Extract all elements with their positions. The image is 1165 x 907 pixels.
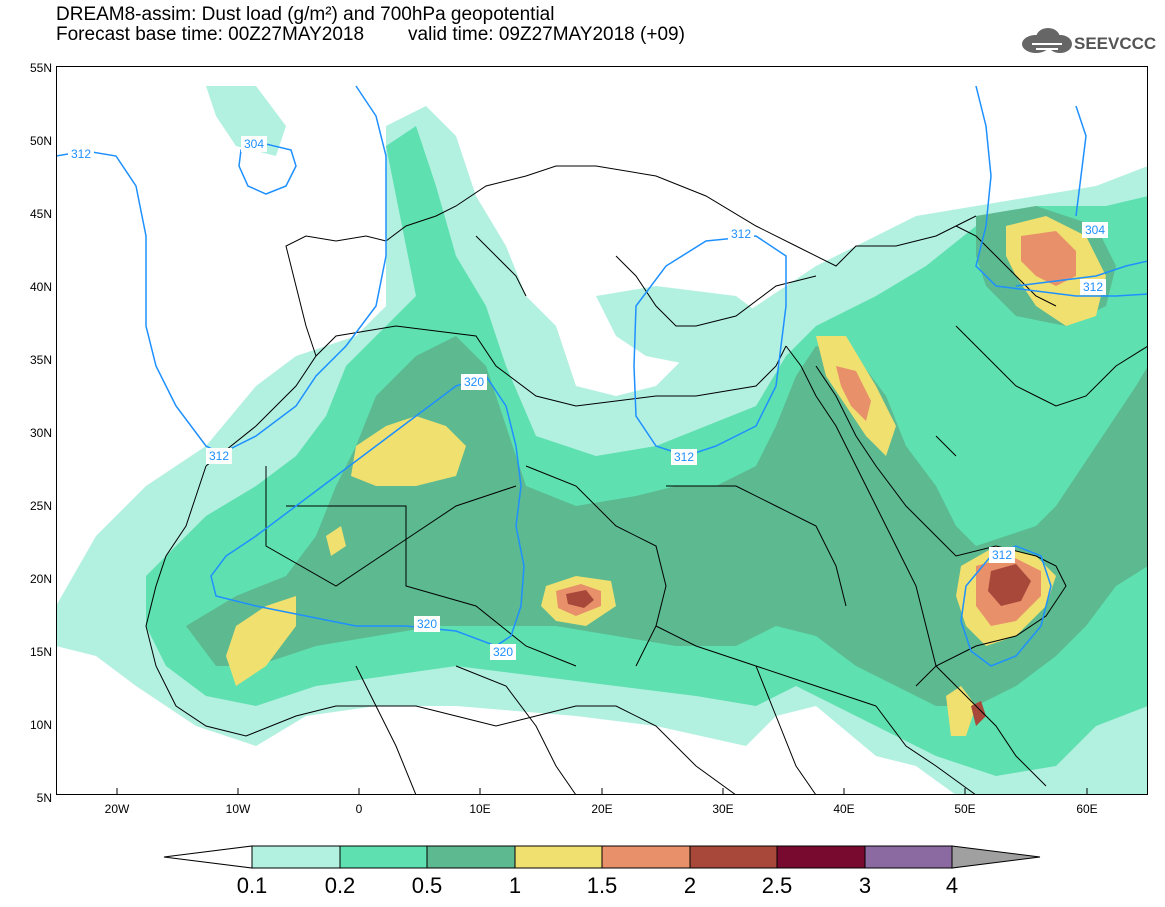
dust-field-2: [566, 590, 594, 608]
contour-label: 320: [493, 645, 513, 659]
cloud-logo-icon: [1022, 28, 1072, 53]
colorbar-segment-2: [339, 845, 428, 869]
contour-label: 312: [1083, 280, 1103, 294]
lon-tick-label: 10W: [226, 802, 251, 816]
lat-tick-label: 55N: [30, 61, 52, 75]
lat-tick-label: 25N: [30, 499, 52, 513]
colorbar-label: 3: [859, 873, 871, 898]
lon-tick-label: 50E: [954, 802, 975, 816]
lon-tick-label: 20E: [591, 802, 612, 816]
colorbar-label: 2.5: [762, 873, 793, 898]
contour-labels: 312 304 312 312 320 312 320 320 312 312 …: [68, 136, 1108, 660]
colorbar-label: 1.5: [587, 873, 618, 898]
longitude-axis: 20W 10W 0 10E 20E 30E 40E 50E 60E: [105, 802, 1098, 816]
logo-text: SEEVCCC: [1074, 34, 1157, 53]
lat-tick-label: 50N: [30, 134, 52, 148]
colorbar-low-triangle: [163, 845, 253, 869]
colorbar-segment-1: [251, 845, 341, 869]
lat-tick-label: 30N: [30, 426, 52, 440]
latitude-axis: 55N 50N 45N 40N 35N 30N 25N 20N 15N 10N …: [30, 61, 52, 805]
lat-tick-label: 15N: [30, 645, 52, 659]
geopotential-contours: [56, 85, 1148, 667]
colorbar-segment-7: [776, 845, 866, 869]
contour-label: 304: [244, 137, 264, 151]
colorbar-high-triangle: [951, 845, 1041, 869]
dust-field-1: [351, 416, 466, 486]
dust-load-map[interactable]: 312 304 312 312 320 312 320 320 312 312 …: [56, 66, 1148, 795]
map-title: DREAM8-assim: Dust load (g/m²) and 700hP…: [56, 4, 555, 25]
colorbar-label: 0.1: [237, 873, 268, 898]
lat-tick-label: 5N: [37, 791, 52, 805]
lat-tick-label: 45N: [30, 207, 52, 221]
lat-tick-label: 20N: [30, 572, 52, 586]
colorbar-segment-6: [689, 845, 778, 869]
forecast-base-time: Forecast base time: 00Z27MAY2018: [56, 24, 365, 45]
contour-label: 320: [417, 617, 437, 631]
lon-tick-label: 0: [356, 802, 363, 816]
colorbar-label: 0.2: [325, 873, 356, 898]
contour-label: 312: [209, 449, 229, 463]
colorbar-label: 0.5: [412, 873, 443, 898]
colorbar-segment-3: [426, 845, 516, 869]
lat-tick-label: 35N: [30, 353, 52, 367]
colorbar-label: 4: [946, 873, 958, 898]
colorbar-label: 2: [684, 873, 696, 898]
contour-label: 304: [1085, 223, 1105, 237]
lat-tick-label: 10N: [30, 718, 52, 732]
lon-tick-label: 10E: [469, 802, 490, 816]
axis-ticks: [116, 788, 1088, 795]
contour-label: 312: [71, 147, 91, 161]
contour-label: 312: [992, 548, 1012, 562]
colorbar-label: 1: [509, 873, 521, 898]
colorbar-segment-5: [601, 845, 691, 869]
contour-label: 312: [731, 227, 751, 241]
lon-tick-label: 60E: [1076, 802, 1097, 816]
lat-tick-label: 40N: [30, 280, 52, 294]
coastlines: [145, 165, 1148, 795]
lon-tick-label: 40E: [833, 802, 854, 816]
colorbar: 0.1 0.2 0.5 1 1.5 2 2.5 3 4: [163, 845, 1041, 898]
contour-label: 320: [464, 375, 484, 389]
colorbar-segment-4: [514, 845, 603, 869]
map-subtitle: Forecast base time: 00Z27MAY2018 valid ti…: [56, 24, 685, 45]
lon-tick-label: 20W: [105, 802, 130, 816]
colorbar-segment-8: [864, 845, 953, 869]
contour-label: 312: [674, 450, 694, 464]
lon-tick-label: 30E: [712, 802, 733, 816]
valid-time: valid time: 09Z27MAY2018 (+09): [408, 24, 685, 45]
